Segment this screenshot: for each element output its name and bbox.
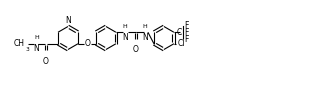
Text: N: N	[34, 44, 39, 53]
Text: F: F	[184, 28, 188, 37]
Text: O: O	[133, 45, 139, 54]
Text: F: F	[184, 21, 188, 30]
Text: N: N	[65, 16, 71, 25]
Text: H: H	[34, 35, 39, 40]
Text: H: H	[123, 24, 127, 29]
Text: O: O	[85, 39, 91, 48]
Text: F: F	[184, 35, 188, 44]
Text: C: C	[177, 28, 182, 37]
Text: H: H	[142, 24, 147, 29]
Text: 3: 3	[26, 47, 29, 52]
Text: O: O	[43, 57, 49, 66]
Text: N: N	[142, 33, 148, 42]
Text: N: N	[122, 33, 128, 42]
Text: CH: CH	[14, 39, 25, 48]
Text: Cl: Cl	[178, 39, 185, 48]
